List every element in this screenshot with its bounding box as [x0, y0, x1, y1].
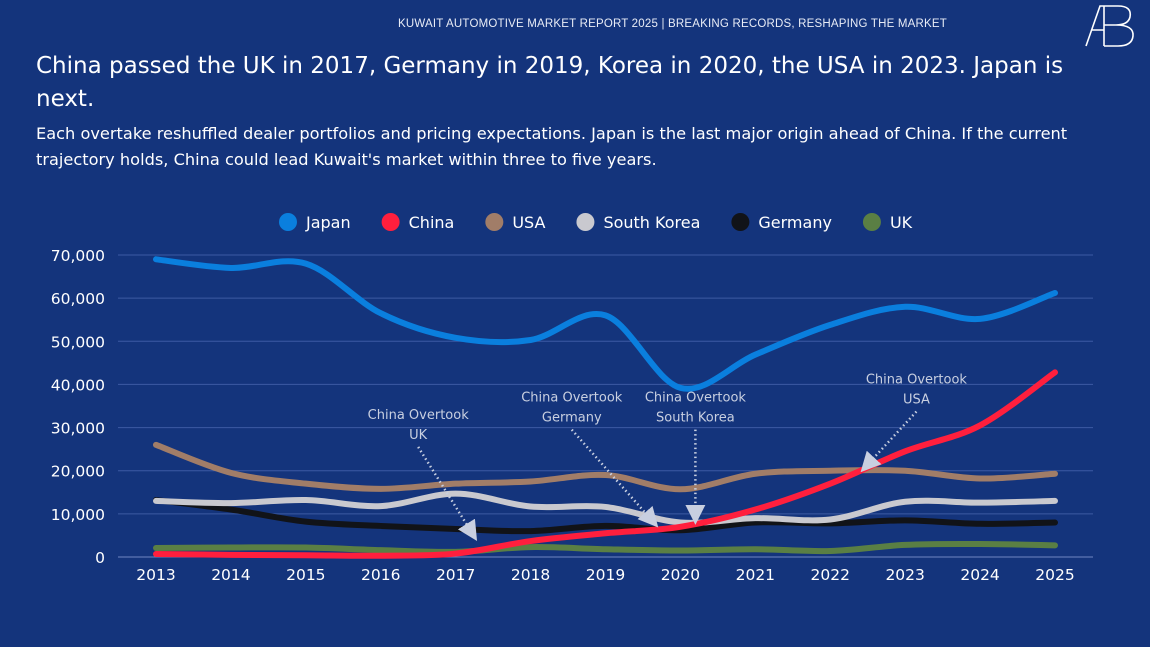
- annotation-text: Germany: [542, 411, 602, 426]
- x-tick-label: 2014: [211, 566, 250, 584]
- x-tick-label: 2017: [436, 566, 475, 584]
- annotation-text: China Overtook: [368, 408, 470, 423]
- page-subtitle: Each overtake reshuffled dealer portfoli…: [36, 124, 1068, 169]
- legend-label: Japan: [305, 213, 351, 232]
- x-tick-label: 2015: [286, 566, 325, 584]
- x-tick-label: 2025: [1035, 566, 1074, 584]
- legend-marker-uk: [862, 213, 881, 231]
- x-tick-label: 2019: [586, 566, 625, 584]
- series-line-china: [153, 369, 1058, 559]
- y-tick-label: 50,000: [51, 333, 105, 351]
- y-tick-label: 0: [95, 549, 105, 567]
- legend-label: USA: [512, 213, 545, 232]
- ab-logo: [1085, 5, 1134, 47]
- y-tick-label: 30,000: [51, 420, 105, 438]
- annotation-arrow: [570, 428, 659, 528]
- y-tick-label: 40,000: [51, 376, 105, 394]
- x-tick-label: 2022: [811, 566, 850, 584]
- series-line-japan: [153, 256, 1058, 392]
- series-line-uk: [153, 540, 1058, 555]
- annotation-text: China Overtook: [866, 373, 968, 388]
- legend-marker-china: [381, 213, 400, 231]
- annotation-text: South Korea: [656, 411, 735, 426]
- x-tick-label: 2020: [661, 566, 700, 584]
- x-tick-label: 2021: [736, 566, 775, 584]
- series-line-usa: [153, 441, 1058, 493]
- annotation-text: UK: [409, 428, 428, 443]
- report-header: KUWAIT AUTOMOTIVE MARKET REPORT 2025 | B…: [398, 18, 947, 30]
- series-line-germany: [153, 497, 1058, 535]
- y-tick-label: 20,000: [51, 463, 105, 481]
- legend-label: UK: [890, 213, 913, 232]
- annotation-text: China Overtook: [521, 391, 623, 406]
- annotation-text: USA: [903, 393, 930, 408]
- legend-marker-japan: [279, 213, 297, 231]
- legend-label: China: [409, 213, 455, 232]
- chart-legend: Japan China USA South Korea Germany UK: [279, 213, 913, 232]
- page-title: China passed the UK in 2017, Germany in …: [36, 53, 1064, 112]
- x-tick-label: 2016: [361, 566, 400, 584]
- y-tick-label: 60,000: [51, 290, 105, 308]
- series-line-south-korea: [153, 490, 1058, 526]
- legend-marker-south-korea: [576, 213, 595, 231]
- annotation-text: China Overtook: [645, 391, 747, 406]
- y-tick-label: 70,000: [51, 247, 105, 265]
- x-tick-label: 2018: [511, 566, 550, 584]
- legend-label: Germany: [758, 213, 832, 232]
- legend-marker-usa: [485, 213, 504, 231]
- legend-marker-germany: [731, 213, 750, 231]
- x-tick-label: 2024: [960, 566, 999, 584]
- x-tick-label: 2023: [885, 566, 924, 584]
- y-tick-label: 10,000: [51, 506, 105, 524]
- legend-label: South Korea: [603, 213, 700, 232]
- x-tick-label: 2013: [136, 566, 175, 584]
